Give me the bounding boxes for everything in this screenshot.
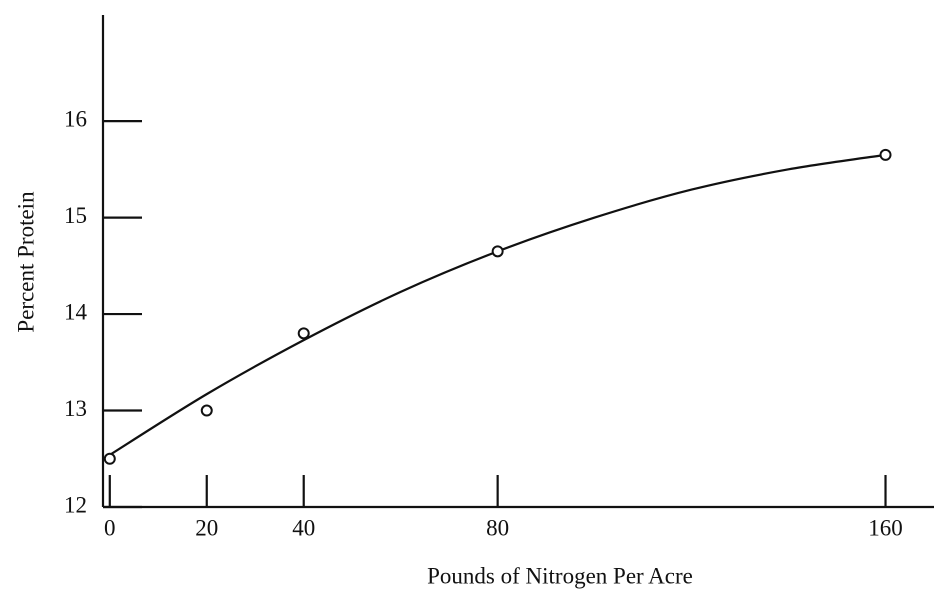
data-point	[879, 148, 892, 161]
data-point	[200, 404, 213, 417]
y-tick-label: 14	[64, 299, 88, 324]
data-point	[491, 245, 504, 258]
y-axis-label: Percent Protein	[13, 191, 38, 333]
y-tick-label: 13	[64, 396, 87, 421]
y-tick-label: 12	[64, 492, 87, 517]
data-point	[103, 452, 116, 465]
x-tick-label: 80	[486, 515, 509, 540]
x-tick-label: 20	[195, 515, 218, 540]
fit-curve	[109, 153, 886, 456]
data-point	[297, 327, 310, 340]
x-tick-label: 40	[292, 515, 315, 540]
x-tick-label: 160	[868, 515, 903, 540]
y-tick-label: 16	[64, 106, 87, 131]
x-axis-label: Pounds of Nitrogen Per Acre	[427, 563, 693, 588]
x-tick-label: 0	[104, 515, 116, 540]
y-tick-label: 15	[64, 203, 87, 228]
